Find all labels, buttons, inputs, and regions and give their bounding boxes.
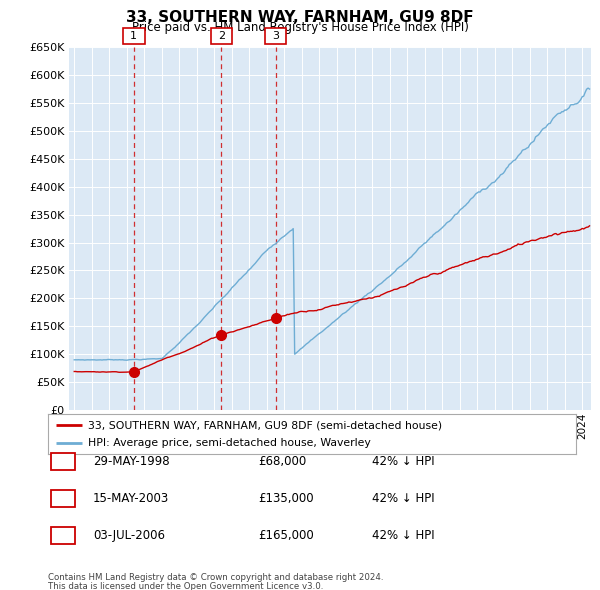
Text: 1: 1 <box>59 455 67 468</box>
Text: 42% ↓ HPI: 42% ↓ HPI <box>372 492 434 505</box>
Text: 2: 2 <box>59 492 67 505</box>
Text: 42% ↓ HPI: 42% ↓ HPI <box>372 529 434 542</box>
Text: £68,000: £68,000 <box>258 455 306 468</box>
Text: 33, SOUTHERN WAY, FARNHAM, GU9 8DF: 33, SOUTHERN WAY, FARNHAM, GU9 8DF <box>126 10 474 25</box>
Text: 1: 1 <box>130 31 137 41</box>
Text: £165,000: £165,000 <box>258 529 314 542</box>
Text: Contains HM Land Registry data © Crown copyright and database right 2024.: Contains HM Land Registry data © Crown c… <box>48 573 383 582</box>
Text: 3: 3 <box>272 31 279 41</box>
Text: 2: 2 <box>218 31 225 41</box>
Text: 3: 3 <box>59 529 67 542</box>
Text: £135,000: £135,000 <box>258 492 314 505</box>
Text: This data is licensed under the Open Government Licence v3.0.: This data is licensed under the Open Gov… <box>48 582 323 590</box>
Text: Price paid vs. HM Land Registry's House Price Index (HPI): Price paid vs. HM Land Registry's House … <box>131 21 469 34</box>
Text: HPI: Average price, semi-detached house, Waverley: HPI: Average price, semi-detached house,… <box>88 438 370 448</box>
Text: 03-JUL-2006: 03-JUL-2006 <box>93 529 165 542</box>
Text: 15-MAY-2003: 15-MAY-2003 <box>93 492 169 505</box>
Text: 42% ↓ HPI: 42% ↓ HPI <box>372 455 434 468</box>
Text: 33, SOUTHERN WAY, FARNHAM, GU9 8DF (semi-detached house): 33, SOUTHERN WAY, FARNHAM, GU9 8DF (semi… <box>88 420 442 430</box>
Text: 29-MAY-1998: 29-MAY-1998 <box>93 455 170 468</box>
